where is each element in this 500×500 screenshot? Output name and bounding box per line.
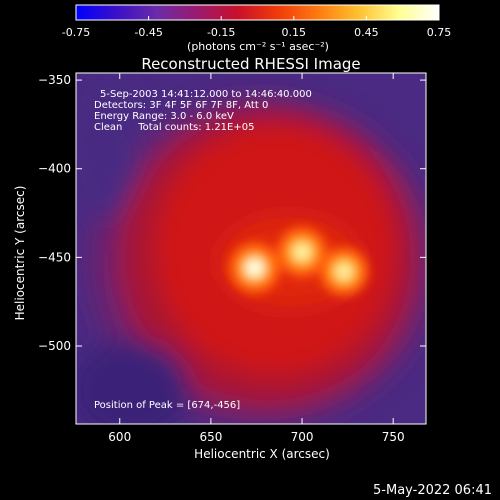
dark-upper-left (76, 73, 140, 220)
info-line-detectors: Detectors: 3F 4F 5F 6F 7F 8F, Att 0 (94, 100, 268, 111)
colorbar-tick-label: -0.45 (134, 26, 162, 39)
colorbar-tick-label: 0.15 (282, 26, 307, 39)
footer-timestamp: 5-May-2022 06:41 (373, 483, 492, 498)
source-core (245, 258, 264, 278)
y-tick-label: −400 (38, 162, 71, 176)
colorbar-units: (photons cm⁻² s⁻¹ asec⁻²) (187, 40, 329, 53)
info-line-time: 5-Sep-2003 14:41:12.000 to 14:46:40.000 (100, 89, 312, 100)
chart-title: Reconstructed RHESSI Image (141, 55, 360, 73)
heatmap-image (76, 73, 426, 424)
y-axis-title: Heliocentric Y (arcsec) (13, 186, 27, 321)
colorbar-tick-label: -0.75 (62, 26, 90, 39)
x-tick-label: 750 (382, 430, 405, 444)
colorbar-ticks: -0.75 -0.45 -0.15 0.15 0.45 0.75 (62, 16, 451, 39)
bright-sources (228, 226, 369, 297)
info-line-energy: Energy Range: 3.0 - 6.0 keV (94, 111, 234, 122)
source-core (293, 243, 311, 261)
colorbar-tick-label: 0.75 (427, 26, 452, 39)
y-axis: −350 −400 −450 −500 (38, 73, 426, 353)
dark-lower-left (76, 340, 190, 424)
y-tick-label: −500 (38, 339, 71, 353)
peak-position: Position of Peak = [674,-456] (94, 400, 240, 411)
colorbar-bar (75, 4, 440, 21)
x-tick-label: 700 (291, 430, 314, 444)
info-block: 5-Sep-2003 14:41:12.000 to 14:46:40.000 … (94, 89, 312, 133)
source-core (335, 263, 352, 280)
colorbar-tick-label: 0.45 (354, 26, 379, 39)
info-line-clean: Clean Total counts: 1.21E+05 (94, 122, 254, 133)
y-tick-label: −350 (38, 73, 71, 87)
y-tick-label: −450 (38, 250, 71, 264)
colorbar-tick-label: -0.15 (207, 26, 235, 39)
x-tick-label: 650 (199, 430, 222, 444)
plot-frame (75, 72, 427, 425)
colorbar: -0.75 -0.45 -0.15 0.15 0.45 0.75 (photons cm⁻… (62, 4, 451, 53)
x-tick-label: 600 (108, 430, 131, 444)
emission-layers (76, 73, 426, 424)
x-axis-title: Heliocentric X (arcsec) (194, 447, 330, 461)
x-axis: 600 650 700 750 (108, 73, 405, 444)
